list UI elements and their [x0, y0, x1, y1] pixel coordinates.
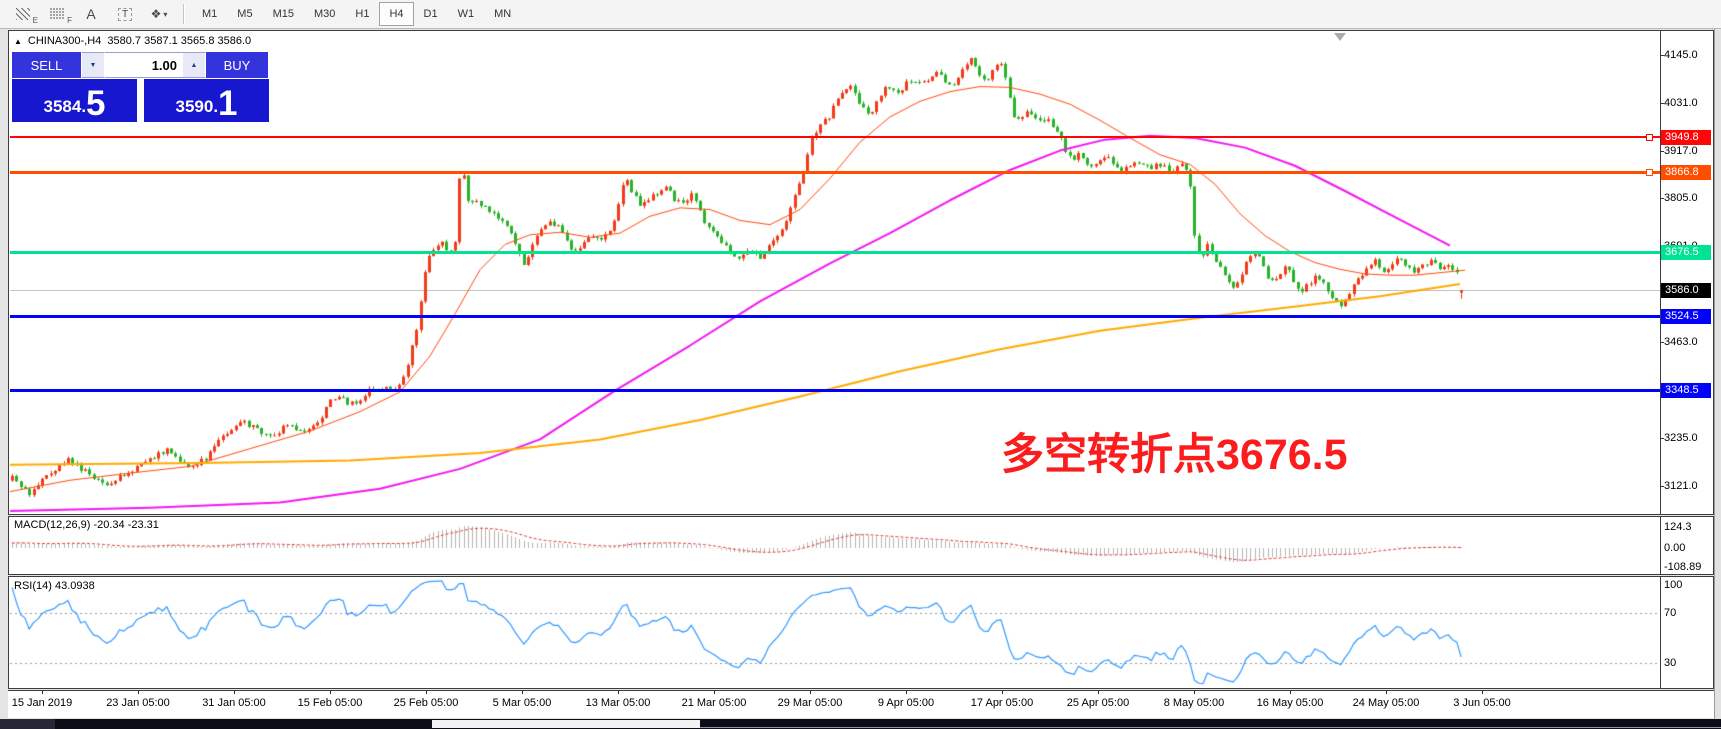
x-axis-label: 23 Jan 05:00 [106, 697, 170, 709]
sell-price-dot: . [81, 97, 87, 116]
buy-price[interactable]: 3590. 1 [144, 79, 269, 122]
chart-title: ▲ CHINA300-,H4 3580.7 3587.1 3565.8 3586.… [14, 35, 251, 47]
y-axis-tick-dash [1660, 55, 1664, 56]
x-axis-label: 3 Jun 05:00 [1453, 697, 1511, 709]
y-axis-tick-dash [1660, 486, 1664, 488]
x-axis-label: 25 Apr 05:00 [1066, 697, 1130, 709]
x-axis-tick [714, 690, 715, 694]
level-connector-square [1646, 169, 1653, 177]
plot-right-border [1660, 576, 1661, 688]
buy-button[interactable]: BUY [206, 52, 268, 78]
level-line-3866.8 [10, 170, 1660, 174]
price-level-badge: 3524.5 [1661, 308, 1711, 324]
x-axis-tick [1098, 690, 1099, 694]
sell-button[interactable]: SELL [12, 52, 82, 78]
rsi-axis-label: 100 [1664, 579, 1683, 591]
y-axis-tick-label: 4031.0 [1664, 97, 1698, 109]
up-arrow-icon: ▲ [190, 61, 198, 69]
x-axis-tick [1290, 690, 1291, 694]
y-axis-tick-label: 3463.0 [1664, 336, 1698, 349]
rsi-axis-label: 70 [1664, 607, 1677, 619]
x-axis-tick [1194, 690, 1195, 694]
x-axis-tick [906, 690, 907, 694]
rsi-label: RSI(14) 43.0938 [14, 580, 95, 592]
x-axis-tick [138, 690, 139, 694]
y-axis-tick-label: 3805.0 [1664, 192, 1698, 205]
x-axis-label: 5 Mar 05:00 [492, 697, 552, 709]
x-axis-label: 16 May 05:00 [1256, 697, 1324, 709]
collapse-panel-icon[interactable]: ▲ [14, 37, 22, 46]
level-line-3676.5 [10, 250, 1660, 254]
price-level-badge: 3348.5 [1661, 382, 1711, 398]
x-axis-label: 15 Feb 05:00 [297, 697, 363, 709]
chart-annotation-text: 多空转折点3676.5 [1001, 431, 1348, 479]
down-arrow-icon: ▼ [89, 61, 97, 69]
sell-price[interactable]: 3584. 5 [12, 79, 137, 122]
symbol-label: CHINA300-,H4 [27, 35, 102, 47]
x-axis-label: 8 May 05:00 [1163, 697, 1225, 709]
x-axis-label: 24 May 05:00 [1352, 697, 1420, 709]
x-axis-label: 15 Jan 2019 [11, 697, 73, 709]
buy-price-big-digit: 1 [218, 84, 238, 123]
ohlc-values: 3580.7 3587.1 3565.8 3586.0 [107, 35, 252, 47]
volume-decrease-button[interactable]: ▼ [82, 52, 105, 78]
price-level-badge: 3949.8 [1661, 129, 1711, 145]
y-axis-tick-dash [1660, 198, 1664, 200]
x-axis-label: 21 Mar 05:00 [681, 697, 747, 709]
x-axis-tick [234, 690, 235, 694]
x-axis-tick [1386, 690, 1387, 694]
x-axis-label: 17 Apr 05:00 [970, 697, 1034, 709]
price-level-badge: 3586.0 [1661, 282, 1711, 298]
volume-increase-button[interactable]: ▲ [183, 52, 206, 78]
x-axis-label: 9 Apr 05:00 [877, 697, 935, 709]
y-axis-tick-dash [1660, 342, 1664, 344]
rsi-axis-label: 30 [1664, 657, 1677, 669]
y-axis-tick-label: 3917.0 [1664, 145, 1698, 157]
buy-price-main: 3590 [175, 97, 214, 116]
x-axis-tick [810, 690, 811, 694]
y-axis-tick-dash [1660, 103, 1664, 104]
x-axis-label: 31 Jan 05:00 [202, 697, 266, 709]
x-axis-tick [1002, 690, 1003, 694]
buy-price-dot: . [213, 97, 219, 116]
macd-axis-label: 124.3 [1664, 521, 1692, 533]
sell-price-big-digit: 5 [86, 84, 106, 123]
level-line-3524.5 [10, 314, 1660, 318]
sell-price-main: 3584 [43, 97, 82, 116]
price-level-badge: 3866.8 [1661, 164, 1711, 180]
x-axis-tick [330, 690, 331, 694]
y-axis-tick-label: 3121.0 [1664, 480, 1698, 493]
macd-label: MACD(12,26,9) -20.34 -23.31 [14, 519, 159, 531]
one-click-trading-panel: SELL ▼ ▲ BUY 3584.5 3590.1 [12, 52, 269, 122]
macd-axis-label: 0.00 [1664, 542, 1686, 554]
y-axis-tick-dash [1660, 438, 1664, 440]
volume-input[interactable] [105, 52, 183, 78]
y-axis-tick-label: 4145.0 [1664, 49, 1698, 61]
level-line-3949.8 [10, 136, 1660, 139]
x-axis-tick [42, 690, 43, 694]
y-axis-tick-dash [1660, 151, 1664, 152]
plot-right-border [1660, 516, 1661, 574]
level-line-3348.5 [10, 388, 1660, 392]
y-axis-tick-label: 3235.0 [1664, 432, 1698, 445]
macd-axis-label: -108.89 [1664, 561, 1702, 573]
x-axis-tick [1482, 690, 1483, 694]
price-level-badge: 3676.5 [1661, 244, 1711, 260]
x-axis-tick [522, 690, 523, 694]
chart-shift-marker-icon[interactable] [1334, 33, 1346, 41]
x-axis-label: 13 Mar 05:00 [585, 697, 651, 709]
x-axis-label: 29 Mar 05:00 [777, 697, 843, 709]
plot-right-border [1660, 30, 1661, 514]
level-connector-square [1646, 134, 1653, 142]
x-axis-tick [426, 690, 427, 694]
x-axis-tick [618, 690, 619, 694]
x-axis-label: 25 Feb 05:00 [393, 697, 459, 709]
